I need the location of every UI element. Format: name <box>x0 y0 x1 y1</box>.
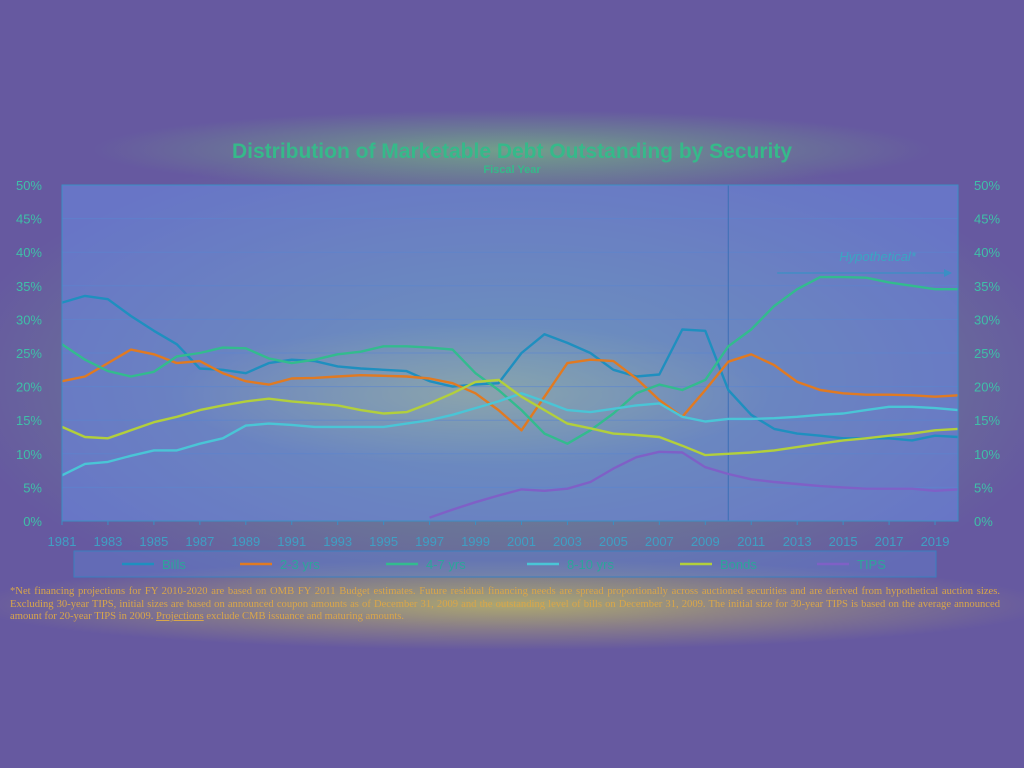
legend-label: 8-10 yrs <box>567 557 614 572</box>
y-tick-label-left: 35% <box>16 279 42 294</box>
y-tick-label-left: 25% <box>16 346 42 361</box>
series-lines <box>61 275 959 519</box>
chart-title: Distribution of Marketable Debt Outstand… <box>232 140 792 163</box>
y-tick-label-left: 0% <box>23 514 42 529</box>
y-tick-label-left: 45% <box>16 212 42 227</box>
chart-subtitle: Fiscal Year <box>483 164 541 176</box>
series-line-4-7-yrs <box>61 275 958 445</box>
series-line-bonds <box>61 378 959 457</box>
series-line-tips <box>429 450 959 519</box>
footnote-projections-link: Projections <box>156 611 204 622</box>
y-tick-label-right: 5% <box>974 480 993 495</box>
annotation: Hypothetical* <box>777 249 952 277</box>
legend-label: TIPS <box>857 557 886 572</box>
x-tick-label: 1997 <box>415 534 444 549</box>
x-tick-label: 1999 <box>461 534 490 549</box>
legend-label: Bonds <box>720 557 757 572</box>
plot-area <box>62 184 958 521</box>
x-tick-label: 1985 <box>139 534 168 549</box>
x-tick-label: 2007 <box>645 534 674 549</box>
x-tick-label: 1989 <box>231 534 260 549</box>
legend: Bills 2-3 yrs 4-7 yrs 8-10 yrs Bonds TIPS <box>73 550 937 578</box>
y-tick-label-right: 45% <box>974 212 1000 227</box>
y-tick-label-left: 50% <box>16 178 42 193</box>
annotation-arrowhead <box>944 269 952 277</box>
y-tick-label-right: 10% <box>974 447 1000 462</box>
y-tick-label-right: 40% <box>974 245 1000 260</box>
footnote: *Net financing projections for FY 2010-2… <box>10 586 1000 624</box>
x-tick-label: 2003 <box>553 534 582 549</box>
y-tick-label-left: 10% <box>16 447 42 462</box>
y-tick-label-left: 20% <box>16 380 42 395</box>
x-tick-label: 1993 <box>323 534 352 549</box>
x-tick-label: 1981 <box>48 534 77 549</box>
x-tick-label: 1983 <box>93 534 122 549</box>
y-tick-label-right: 15% <box>974 413 1000 428</box>
legend-box <box>73 550 937 578</box>
y-tick-label-right: 30% <box>974 312 1000 327</box>
y-tick-label-left: 30% <box>16 312 42 327</box>
axes: 0% 0% 5% 5% 10% 10% 15% 15% 20% 20% 25% 25% 30% 30% 35… <box>16 178 1000 549</box>
series-line-bills <box>61 294 959 442</box>
legend-label: 2-3 yrs <box>280 557 320 572</box>
x-tick-label: 2019 <box>921 534 950 549</box>
footnote-text: *Net financing projections for FY 2010-2… <box>10 586 1000 622</box>
legend-label: 4-7 yrs <box>426 557 466 572</box>
y-tick-label-left: 5% <box>23 480 42 495</box>
y-tick-label-right: 20% <box>974 380 1000 395</box>
x-tick-label: 2009 <box>691 534 720 549</box>
x-tick-label: 2011 <box>737 534 765 549</box>
y-tick-label-right: 0% <box>974 514 993 529</box>
y-tick-label-right: 50% <box>974 178 1000 193</box>
series-line-8-10-yrs <box>61 392 959 477</box>
y-tick-label-left: 15% <box>16 413 42 428</box>
legend-label: Bills <box>162 557 186 572</box>
y-tick-label-right: 35% <box>974 279 1000 294</box>
x-tick-label: 1987 <box>185 534 214 549</box>
x-tick-label: 2015 <box>829 534 858 549</box>
y-tick-label-right: 25% <box>974 346 1000 361</box>
x-tick-label: 1995 <box>369 534 398 549</box>
plot-border <box>61 184 959 522</box>
x-tick-label: 2013 <box>783 534 812 549</box>
x-tick-label: 1991 <box>277 534 306 549</box>
y-tick-label-left: 40% <box>16 245 42 260</box>
footnote-text-end: exclude CMB issuance and maturing amount… <box>203 611 405 622</box>
glow-shape <box>0 560 1024 650</box>
hypothetical-annotation: Hypothetical* <box>839 249 917 264</box>
x-tick-label: 2005 <box>599 534 628 549</box>
x-tick-label: 2001 <box>507 534 536 549</box>
x-tick-label: 2017 <box>875 534 904 549</box>
series-line-2-3-yrs <box>61 348 959 432</box>
